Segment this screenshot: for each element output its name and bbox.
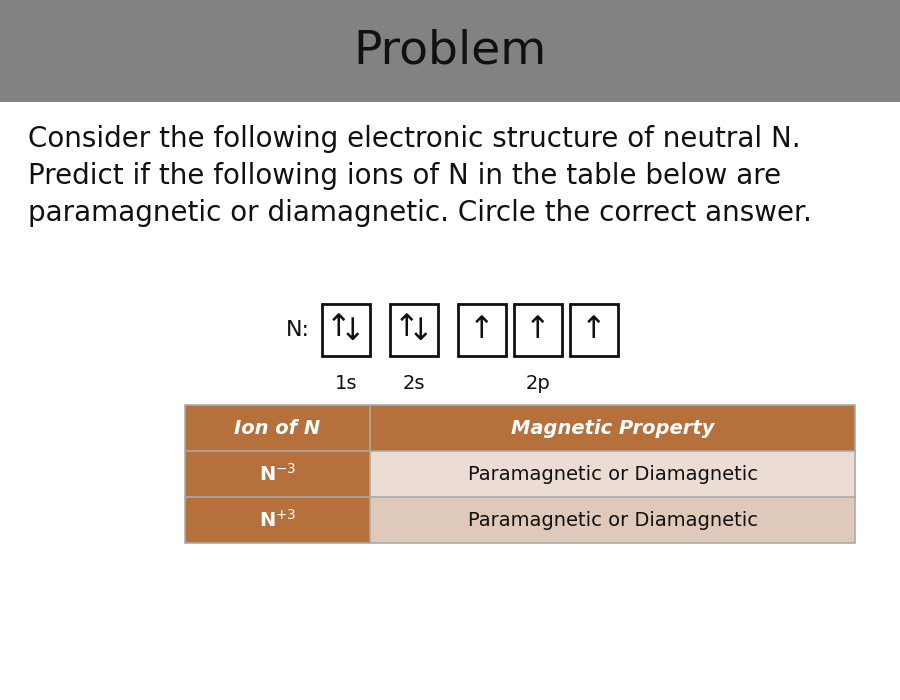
Bar	[570, 304, 618, 356]
Bar	[514, 304, 562, 356]
Text: N$^{-3}$: N$^{-3}$	[259, 463, 296, 485]
Text: Paramagnetic or Diamagnetic: Paramagnetic or Diamagnetic	[467, 465, 758, 484]
Bar	[370, 451, 855, 497]
Text: Paramagnetic or Diamagnetic: Paramagnetic or Diamagnetic	[467, 510, 758, 529]
Bar	[370, 405, 855, 451]
Text: Ion of N: Ion of N	[234, 419, 320, 438]
Text: ↑: ↑	[581, 316, 607, 344]
Text: Consider the following electronic structure of neutral N.: Consider the following electronic struct…	[28, 125, 801, 153]
Text: Problem: Problem	[354, 28, 546, 74]
Text: ↑: ↑	[394, 314, 419, 342]
Text: 2s: 2s	[403, 374, 425, 393]
Text: 1s: 1s	[335, 374, 357, 393]
Text: ↓: ↓	[409, 318, 434, 346]
Bar	[322, 304, 370, 356]
Bar	[370, 497, 855, 543]
Text: Magnetic Property: Magnetic Property	[511, 419, 715, 438]
Bar	[185, 405, 855, 543]
Text: 2p: 2p	[526, 374, 551, 393]
Text: Predict if the following ions of N in the table below are: Predict if the following ions of N in th…	[28, 162, 781, 190]
Text: paramagnetic or diamagnetic. Circle the correct answer.: paramagnetic or diamagnetic. Circle the …	[28, 199, 812, 227]
Bar	[185, 451, 370, 497]
Text: N$^{+3}$: N$^{+3}$	[259, 509, 296, 531]
Bar	[185, 405, 370, 451]
Bar	[458, 304, 506, 356]
Text: N:: N:	[286, 320, 310, 340]
Text: ↑: ↑	[469, 316, 495, 344]
Bar	[0, 0, 900, 102]
Bar	[390, 304, 438, 356]
Bar	[185, 497, 370, 543]
Text: ↓: ↓	[340, 318, 365, 346]
Text: ↑: ↑	[526, 316, 551, 344]
Text: ↑: ↑	[326, 314, 352, 342]
